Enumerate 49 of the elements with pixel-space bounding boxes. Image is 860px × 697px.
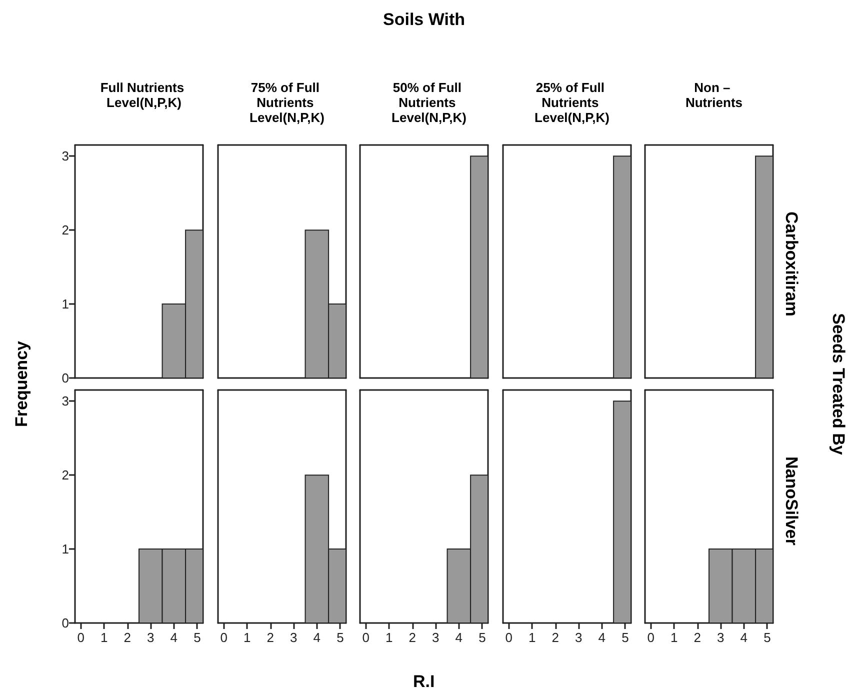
y-tick-label: 2: [62, 222, 69, 238]
y-tick-label: 3: [62, 394, 69, 409]
y-tick-label: 0: [62, 616, 69, 630]
y-axis-title: Frequency: [12, 341, 32, 427]
x-tick-label: 0: [220, 630, 227, 645]
x-tick-label: 3: [432, 630, 440, 645]
x-tick-label: 0: [362, 630, 370, 645]
chart-title: 50% of Full Nutrients Level(N,P,K): [392, 80, 466, 125]
y-tick-label: 3: [62, 148, 69, 164]
x-tick-label: 1: [385, 630, 393, 645]
x-tick-label: 2: [124, 630, 131, 645]
chart-title: Non – Nutrients: [685, 80, 743, 110]
x-tick-label: 5: [764, 630, 771, 645]
x-tick-label: 5: [621, 630, 628, 645]
x-tick-label: 1: [670, 630, 678, 645]
chart-title: 25% of Full Nutrients Level(N,P,K): [534, 80, 609, 125]
x-tick-label: 1: [242, 630, 250, 645]
x-tick-label: 4: [312, 630, 320, 645]
x-tick-label: 5: [478, 630, 486, 645]
text: Seeds Treated By: [828, 313, 848, 455]
y-tick-label: 1: [62, 542, 69, 557]
x-tick-label: 3: [717, 630, 724, 645]
x-tick-label: 2: [408, 630, 416, 645]
x-tick-label: 5: [194, 630, 201, 645]
x-tick-label: 0: [504, 630, 512, 645]
x-tick-label: 0: [77, 630, 84, 645]
x-tick-label: 4: [598, 630, 606, 645]
x-tick-label: 1: [100, 630, 108, 645]
x-tick-label: 3: [574, 630, 582, 645]
chart-title: 75% of Full Nutrients Level(N,P,K): [249, 80, 324, 125]
x-tick-label: 5: [336, 630, 344, 645]
chart-title: Full Nutrients Level(N,P,K): [100, 80, 188, 110]
x-tick-label: 4: [740, 630, 748, 645]
x-tick-label: 4: [455, 630, 463, 645]
text: Soils With: [383, 10, 466, 30]
x-tick-label: 3: [290, 630, 297, 645]
y-tick-label: 0: [62, 370, 69, 386]
x-tick-label: 0: [647, 630, 654, 645]
x-axis-title: R.I: [413, 672, 435, 692]
x-tick-label: 2: [266, 630, 274, 645]
x-tick-label: 2: [694, 630, 701, 645]
x-tick-label: 4: [170, 630, 178, 645]
y-tick-label: 2: [62, 468, 69, 483]
y2-axis-title: Carboxitiram: [782, 211, 801, 316]
y-tick-label: 1: [62, 296, 69, 312]
x-tick-label: 1: [528, 630, 536, 645]
x-tick-label: 3: [147, 630, 154, 645]
y2-axis-title: NanoSilver: [782, 456, 801, 546]
x-tick-label: 2: [551, 630, 558, 645]
